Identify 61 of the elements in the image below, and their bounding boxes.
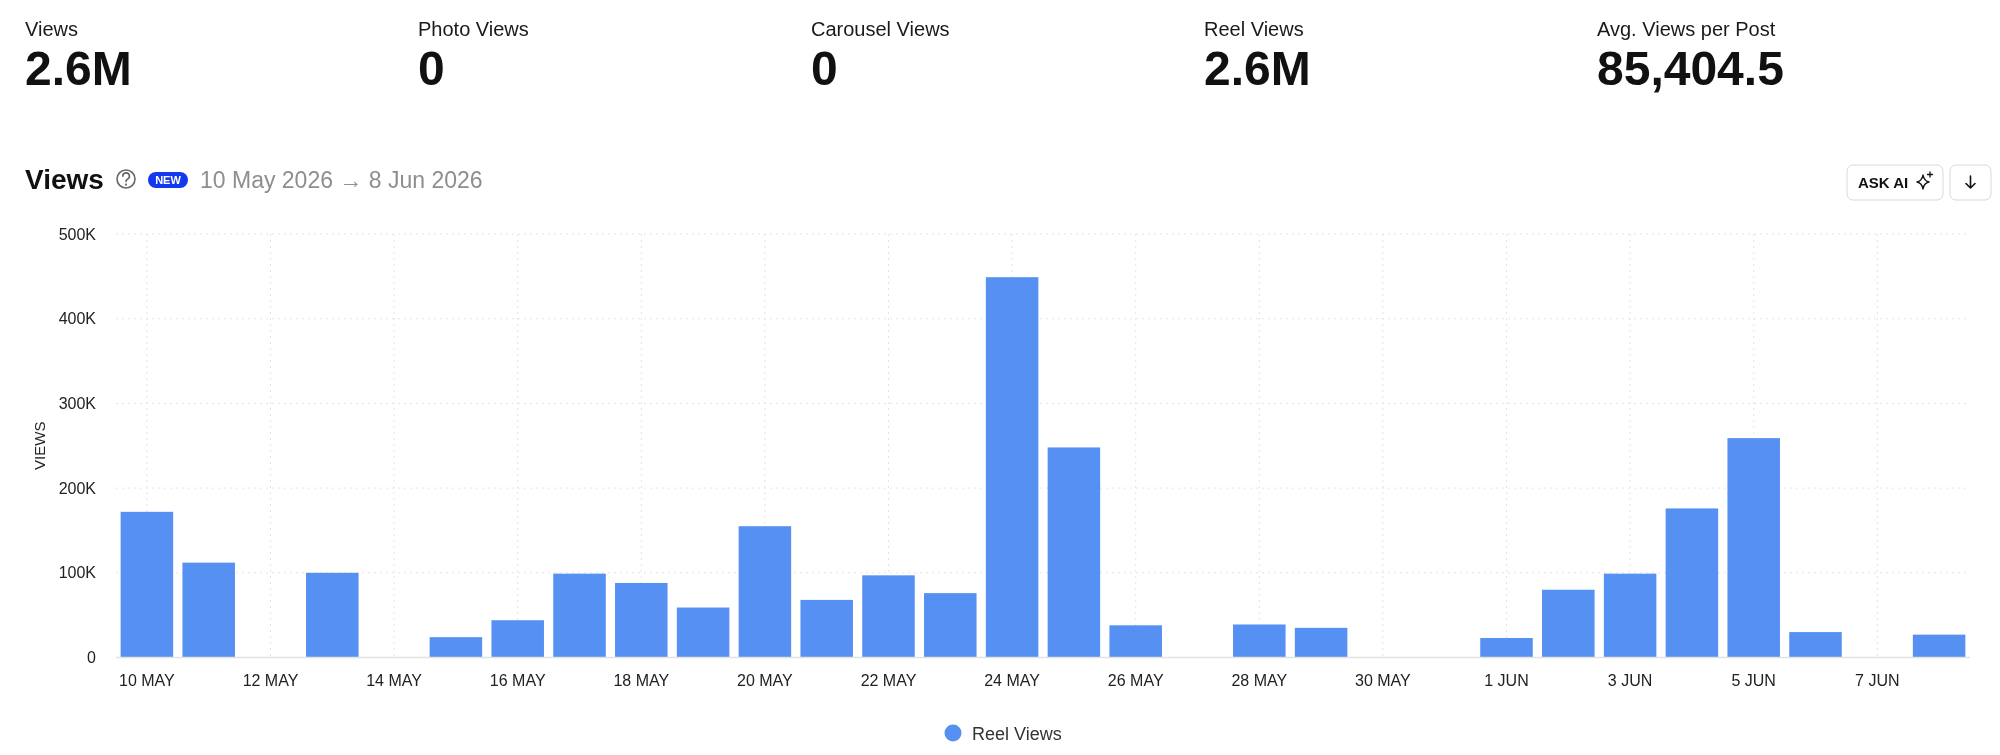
y-tick-label: 500K	[58, 225, 97, 243]
x-tick-label: 10 MAY	[119, 672, 176, 689]
text: 85,404.5	[1597, 42, 1784, 95]
bar	[1109, 625, 1162, 658]
x-tick-label: 12 MAY	[242, 672, 299, 689]
y-axis-title: VIEWS	[31, 421, 48, 470]
bar	[1542, 589, 1595, 658]
x-tick-label: 5 JUN	[1731, 672, 1776, 689]
bar	[429, 637, 483, 658]
text: ASK AI	[1858, 174, 1909, 191]
text: 2.6M	[1204, 42, 1311, 95]
bar	[491, 620, 544, 658]
y-tick-label: 200K	[58, 479, 97, 497]
bar	[1727, 438, 1780, 658]
y-tick-label: 400K	[58, 310, 97, 328]
bar	[1047, 447, 1101, 658]
bar	[1233, 624, 1286, 658]
x-tick-label: 7 JUN	[1855, 672, 1900, 689]
x-tick-label: 30 MAY	[1355, 672, 1412, 689]
bar	[924, 593, 977, 658]
text: 0	[418, 42, 445, 95]
category-label: Avg. Views per Post	[1597, 18, 1776, 40]
category-label: Reel Views	[1204, 18, 1304, 40]
bar	[676, 607, 730, 658]
x-tick-label: 22 MAY	[860, 672, 917, 689]
text: NEW	[155, 174, 182, 186]
category-label: Photo Views	[418, 18, 529, 40]
x-tick-label: 24 MAY	[984, 672, 1041, 689]
x-tick-label: 28 MAY	[1231, 672, 1288, 689]
bar	[182, 562, 235, 658]
chart-title: Views	[25, 164, 104, 195]
y-tick-label: 300K	[58, 394, 97, 412]
x-tick-label: 3 JUN	[1607, 672, 1653, 689]
bar	[1603, 573, 1657, 658]
y-tick-label: 100K	[58, 564, 97, 582]
bar	[738, 526, 792, 658]
bar	[985, 277, 1039, 658]
bar	[1665, 508, 1719, 658]
legend-label: Reel Views	[972, 723, 1062, 744]
text: 2.6M	[25, 42, 132, 95]
bar	[553, 573, 606, 658]
category-label: Views	[25, 18, 78, 40]
x-tick-label: 26 MAY	[1107, 672, 1164, 689]
bar	[1294, 627, 1348, 658]
bar	[862, 575, 915, 658]
y-tick-label: 0	[87, 649, 97, 666]
x-tick-label: 1 JUN	[1484, 672, 1529, 689]
bar	[615, 582, 668, 658]
bar	[1789, 632, 1842, 658]
bar	[800, 599, 853, 658]
x-tick-label: 18 MAY	[613, 672, 670, 689]
text: 0	[811, 42, 838, 95]
chart-subtitle: 10 May 2026 → 8 Jun 2026	[200, 167, 483, 193]
x-tick-label: 20 MAY	[737, 672, 794, 689]
bar	[306, 572, 359, 658]
bar	[1912, 634, 1966, 658]
category-label: Carousel Views	[811, 18, 950, 40]
x-tick-label: 14 MAY	[366, 672, 423, 689]
bar	[1480, 638, 1533, 658]
x-tick-label: 16 MAY	[489, 672, 546, 689]
bar	[120, 511, 174, 658]
